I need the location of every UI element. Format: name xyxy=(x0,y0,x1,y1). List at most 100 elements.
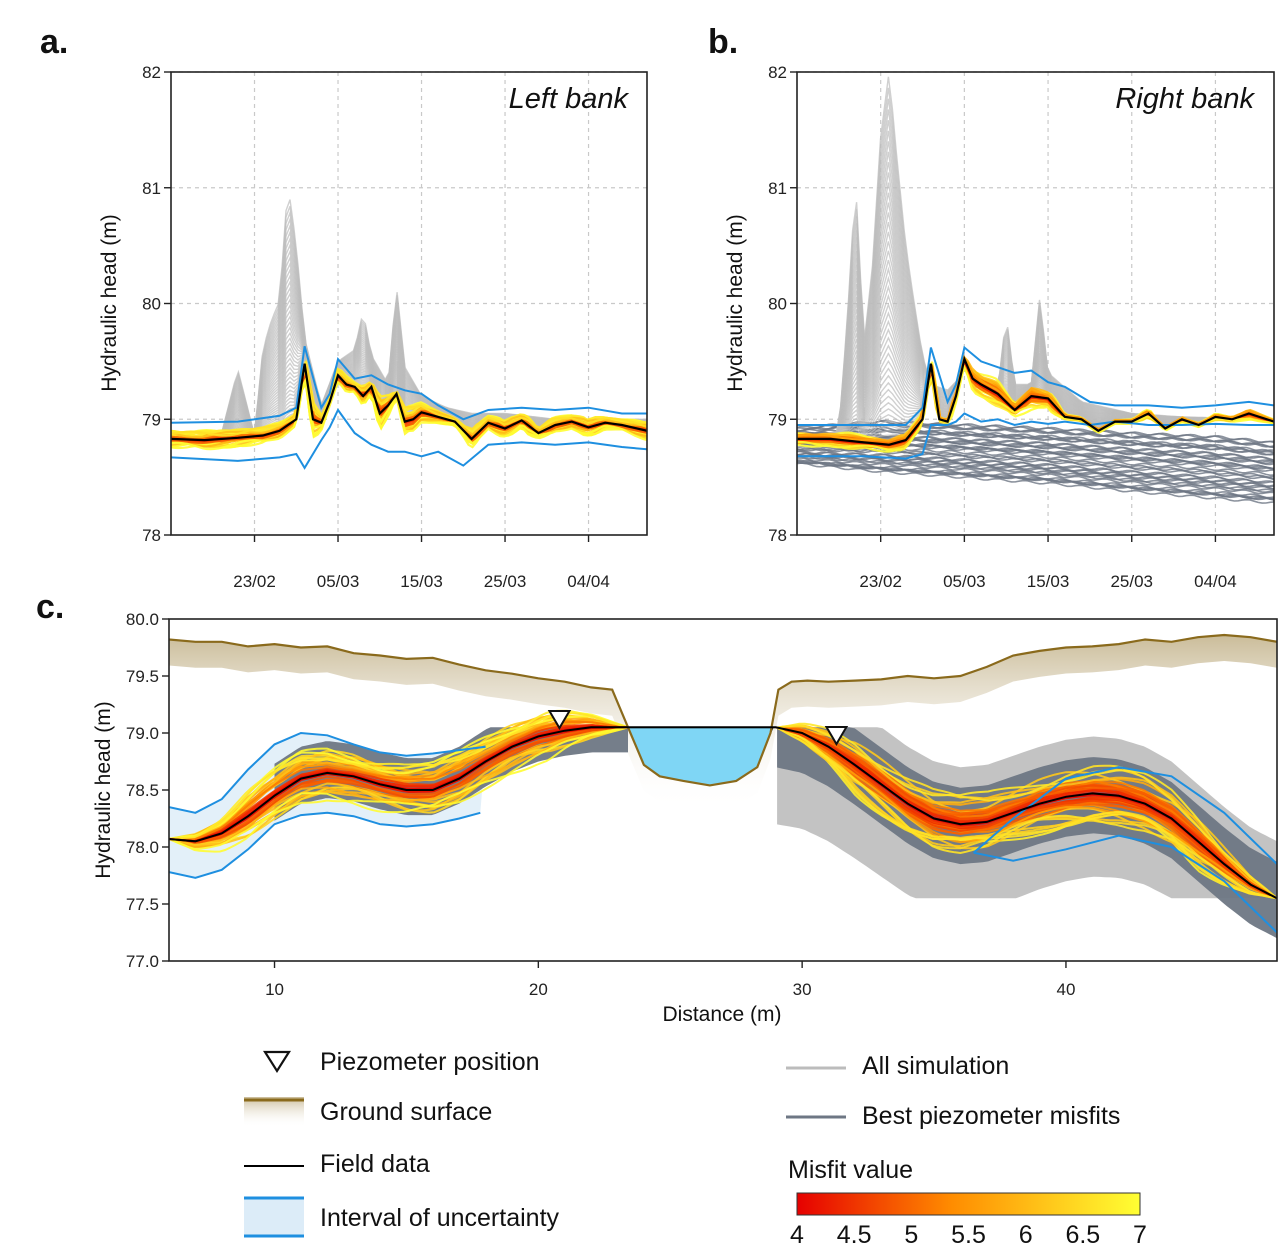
uncertainty-line xyxy=(169,731,486,814)
uncertainty-line xyxy=(171,408,647,470)
ground-surface-line xyxy=(169,633,1277,787)
misfit-line-right xyxy=(776,726,1277,900)
x-tick-label: 23/02 xyxy=(233,572,276,591)
misfit-line-right xyxy=(776,726,1277,900)
x-tick-label: 10 xyxy=(265,980,284,999)
misfit-line-left xyxy=(169,726,629,846)
ticks-c: 10 20 30 40 77.0 77.5 78.0 78.5 79.0 79.5 80.0 xyxy=(126,610,1076,999)
misfit-line-right xyxy=(776,722,1277,900)
x-tick-label: 40 xyxy=(1056,980,1075,999)
misfit-line xyxy=(797,362,1274,452)
legend: Piezometer position Ground surface Field… xyxy=(244,1048,1147,1246)
misfit-line-left xyxy=(169,726,629,844)
misfit-line-left xyxy=(169,721,629,841)
piezometer-triangle-icon xyxy=(263,1050,291,1074)
y-tick-label: 79 xyxy=(768,410,787,429)
field-data-line xyxy=(171,363,647,442)
grid-a xyxy=(171,71,647,535)
legend-best-misfits: Best piezometer misfits xyxy=(862,1102,1120,1130)
misfit-line xyxy=(171,364,647,440)
misfit-line-left xyxy=(169,723,629,841)
best-misfit-line xyxy=(797,459,1274,499)
misfit-line-left xyxy=(169,726,629,845)
best-misfit-line xyxy=(797,434,1274,461)
y-tick-label: 78.5 xyxy=(126,781,159,800)
y-tick-label: 80.0 xyxy=(126,610,159,629)
y-tick-label: 81 xyxy=(142,179,161,198)
legend-ground-fill xyxy=(244,1097,304,1127)
ground-shading xyxy=(169,635,1277,812)
piezometer-marker xyxy=(824,725,849,746)
x-tick-label: 05/03 xyxy=(317,572,360,591)
misfit-line xyxy=(171,375,647,451)
misfit-line-left xyxy=(169,724,629,842)
misfit-line-right xyxy=(776,724,1277,900)
uncertainty-line xyxy=(973,834,1277,934)
x-axis-label-c: Distance (m) xyxy=(662,1003,781,1026)
misfit-line xyxy=(171,369,647,445)
y-axis-label-c: Hydraulic head (m) xyxy=(92,701,115,878)
best-misfit-line xyxy=(797,457,1274,495)
panel-label-a: a. xyxy=(40,23,68,61)
plot-frame-a xyxy=(170,71,648,536)
legend-uncertainty: Interval of uncertainty xyxy=(320,1204,560,1232)
field-data-line xyxy=(797,355,1274,446)
y-tick-label: 79.5 xyxy=(126,667,159,686)
best-misfit-line xyxy=(797,450,1274,483)
y-tick-label: 77.5 xyxy=(126,895,159,914)
misfit-line-left xyxy=(169,726,629,853)
y-tick-label: 80 xyxy=(142,295,161,314)
panel-label-b: b. xyxy=(708,23,738,61)
misfit-line-left xyxy=(169,715,629,840)
x-tick-label: 15/03 xyxy=(400,572,443,591)
chart-right-bank: 23/02 05/03 15/03 25/03 04/04 78 79 80 81 82 Righ… xyxy=(724,63,1275,591)
legend-ground: Ground surface xyxy=(320,1098,492,1126)
y-axis-label-a: Hydraulic head (m) xyxy=(98,214,121,391)
misfit-line-right xyxy=(776,726,1277,900)
legend-uncertainty-fill xyxy=(244,1198,304,1236)
misfit-line-left xyxy=(169,721,629,840)
misfit-tick-label: 6.5 xyxy=(1065,1221,1100,1246)
panel-label-c: c. xyxy=(36,588,64,626)
x-tick-label: 25/03 xyxy=(1110,572,1153,591)
uncertainty-line xyxy=(171,346,647,424)
y-tick-label: 80 xyxy=(768,295,787,314)
field-data-line xyxy=(169,726,1277,900)
x-tick-label: 05/03 xyxy=(943,572,986,591)
misfit-tick-label: 6 xyxy=(1019,1221,1033,1246)
misfit-line-right xyxy=(776,726,1277,900)
y-tick-label: 82 xyxy=(768,63,787,82)
best-misfit-line xyxy=(797,423,1274,448)
ticks-b: 23/02 05/03 15/03 25/03 04/04 78 79 80 81 82 xyxy=(768,63,1237,591)
y-tick-label: 79 xyxy=(142,410,161,429)
x-tick-label: 04/04 xyxy=(1194,572,1237,591)
ticks-a: 23/02 05/03 15/03 25/03 04/04 78 79 80 81 82 xyxy=(142,63,610,591)
y-tick-label: 78 xyxy=(768,526,787,545)
legend-piezometer: Piezometer position xyxy=(320,1048,540,1076)
misfit-line xyxy=(171,363,647,437)
chart-left-bank: 23/02 05/03 15/03 25/03 04/04 78 79 80 81 82 Left… xyxy=(98,63,648,591)
misfit-line-right xyxy=(776,726,1277,900)
piezometer-marker xyxy=(547,710,572,730)
x-tick-label: 20 xyxy=(529,980,548,999)
best-misfit-line xyxy=(797,462,1274,504)
y-tick-label: 81 xyxy=(768,179,787,198)
best-misfit-line xyxy=(797,454,1274,492)
misfit-line-right xyxy=(776,726,1277,900)
misfit-tick-label: 5.5 xyxy=(951,1221,986,1246)
y-axis-label-b: Hydraulic head (m) xyxy=(724,214,747,391)
x-tick-label: 30 xyxy=(793,980,812,999)
legend-all-simulation: All simulation xyxy=(862,1052,1009,1080)
uncertainty-line xyxy=(797,345,1274,426)
series-group-b xyxy=(797,76,1274,504)
x-tick-label: 15/03 xyxy=(1027,572,1070,591)
uncertainty-line xyxy=(972,766,1277,865)
x-tick-label: 25/03 xyxy=(484,572,527,591)
misfit-tick-label: 4.5 xyxy=(837,1221,872,1246)
legend-field: Field data xyxy=(320,1150,430,1178)
y-tick-label: 79.0 xyxy=(126,724,159,743)
misfit-line-right xyxy=(776,726,1277,900)
misfit-tick-label: 4 xyxy=(790,1221,804,1246)
annotation-left-bank: Left bank xyxy=(509,83,630,115)
